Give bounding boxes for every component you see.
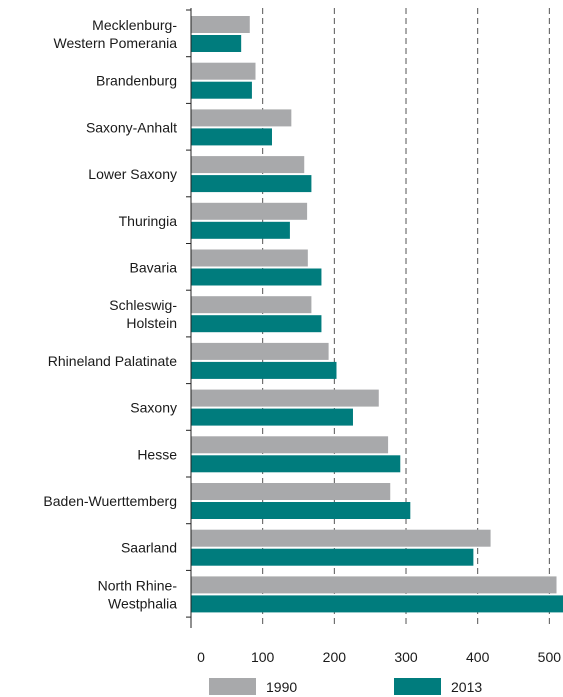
bar-1990-1: [191, 62, 256, 80]
bar-2013-7: [191, 361, 337, 379]
legend-swatch-2013: [394, 678, 441, 695]
category-label: Saxony: [130, 400, 177, 416]
category-label: Hesse: [137, 446, 177, 462]
category-label: Saarland: [121, 540, 177, 556]
bar-1990-11: [191, 529, 491, 547]
x-tick-label-100: 100: [251, 649, 275, 665]
category-label: Lower Saxony: [88, 166, 177, 182]
category-label: North Rhine-Westphalia: [98, 577, 178, 611]
bar-1990-7: [191, 342, 329, 360]
bar-1990-3: [191, 156, 305, 174]
legend: 1990 2013: [209, 678, 482, 695]
category-label: Schleswig-Holstein: [109, 297, 177, 331]
bar-1990-10: [191, 483, 391, 500]
category-label: Thuringia: [119, 213, 178, 229]
bar-2013-3: [191, 175, 312, 193]
bar-2013-6: [191, 315, 322, 333]
bar-1990-12: [191, 576, 557, 594]
bar-1990-4: [191, 202, 308, 220]
bar-1990-0: [191, 16, 250, 33]
bar-2013-9: [191, 455, 401, 473]
tick-labels: 0 100 200 300 400 500: [197, 649, 561, 665]
bar-2013-8: [191, 408, 353, 426]
bar-2013-5: [191, 268, 322, 286]
category-label: Brandenburg: [96, 73, 177, 89]
x-tick-label-400: 400: [466, 649, 490, 665]
bar-1990-2: [191, 109, 292, 127]
bar-2013-1: [191, 81, 252, 99]
category-label: Mecklenburg-Western Pomerania: [54, 17, 178, 51]
category-labels: Mecklenburg-Western Pomerania Brandenburg…: [43, 17, 177, 611]
bar-1990-5: [191, 249, 308, 267]
legend-label-2013: 2013: [451, 679, 482, 695]
category-label: Saxony-Anhalt: [86, 119, 177, 135]
bar-2013-11: [191, 548, 474, 566]
category-label: Rhineland Palatinate: [48, 353, 177, 369]
x-tick-label-0: 0: [197, 649, 205, 665]
x-tick-label-200: 200: [323, 649, 347, 665]
bar-1990-6: [191, 296, 312, 314]
legend-swatch-1990: [209, 678, 256, 695]
bar-1990-9: [191, 436, 389, 454]
bar-2013-0: [191, 35, 242, 52]
category-label: Baden-Wuerttemberg: [43, 493, 177, 509]
x-tick-label-500: 500: [538, 649, 562, 665]
bar-2013-12: [191, 595, 563, 613]
bar-2013-2: [191, 128, 272, 146]
x-tick-label-300: 300: [394, 649, 418, 665]
bar-2013-10: [191, 502, 411, 519]
axis: [186, 8, 192, 628]
bars: [191, 16, 563, 613]
bar-1990-8: [191, 389, 379, 407]
legend-label-1990: 1990: [266, 679, 297, 695]
bar-2013-4: [191, 221, 290, 239]
category-label: Bavaria: [130, 260, 178, 276]
